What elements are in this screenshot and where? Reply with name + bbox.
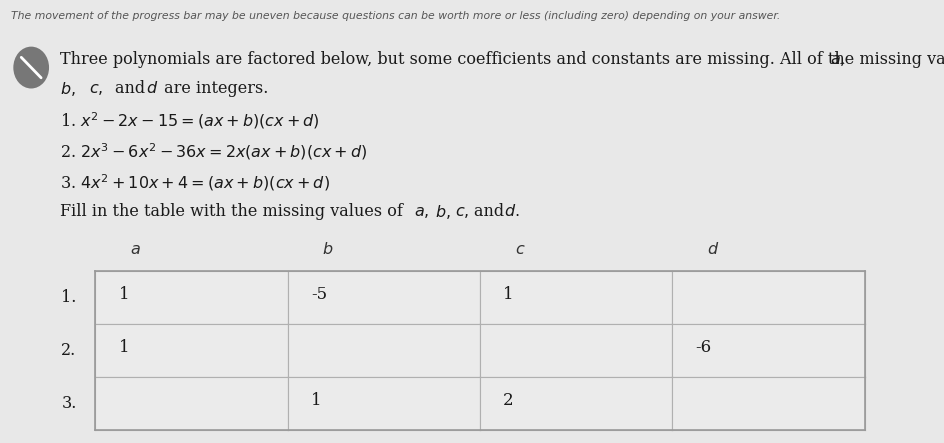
Text: 3. $4x^2 + 10x + 4 = (ax + b)(cx + d)$: 3. $4x^2 + 10x + 4 = (ax + b)(cx + d)$ xyxy=(59,172,329,193)
Circle shape xyxy=(13,47,49,89)
Text: 1: 1 xyxy=(311,392,321,409)
Text: Fill in the table with the missing values of: Fill in the table with the missing value… xyxy=(59,203,407,220)
Text: $d$: $d$ xyxy=(146,80,159,97)
Text: and: and xyxy=(474,203,509,220)
Text: $b$: $b$ xyxy=(322,241,333,258)
Text: $b,$: $b,$ xyxy=(59,80,76,98)
Text: 1: 1 xyxy=(502,287,514,303)
Text: $c,$: $c,$ xyxy=(454,203,468,220)
Text: are integers.: are integers. xyxy=(159,80,268,97)
Text: 2. $2x^3 - 6x^2 - 36x = 2x(ax + b)(cx + d)$: 2. $2x^3 - 6x^2 - 36x = 2x(ax + b)(cx + … xyxy=(59,141,366,162)
Text: 1. $x^2 - 2x - 15 = (ax + b)(cx + d)$: 1. $x^2 - 2x - 15 = (ax + b)(cx + d)$ xyxy=(59,110,319,131)
Text: 3.: 3. xyxy=(61,395,76,412)
Text: 2.: 2. xyxy=(61,342,76,359)
Text: -5: -5 xyxy=(311,287,327,303)
Text: 1: 1 xyxy=(118,287,129,303)
Text: Three polynomials are factored below, but some coefficients and constants are mi: Three polynomials are factored below, bu… xyxy=(59,51,944,68)
Text: $d.$: $d.$ xyxy=(503,203,518,220)
Text: -6: -6 xyxy=(695,339,711,356)
Text: $c$: $c$ xyxy=(514,241,525,258)
Text: $c,$: $c,$ xyxy=(89,80,103,97)
Text: $a$: $a$ xyxy=(130,241,141,258)
Text: $b,$: $b,$ xyxy=(434,203,450,221)
Text: $a,$: $a,$ xyxy=(829,51,844,68)
Text: and: and xyxy=(115,80,150,97)
Text: The movement of the progress bar may be uneven because questions can be worth mo: The movement of the progress bar may be … xyxy=(11,11,780,21)
Text: 1.: 1. xyxy=(61,289,76,306)
Text: 2: 2 xyxy=(502,392,514,409)
Text: 1: 1 xyxy=(118,339,129,356)
Text: $a,$: $a,$ xyxy=(413,203,429,220)
Text: $d$: $d$ xyxy=(706,241,718,258)
